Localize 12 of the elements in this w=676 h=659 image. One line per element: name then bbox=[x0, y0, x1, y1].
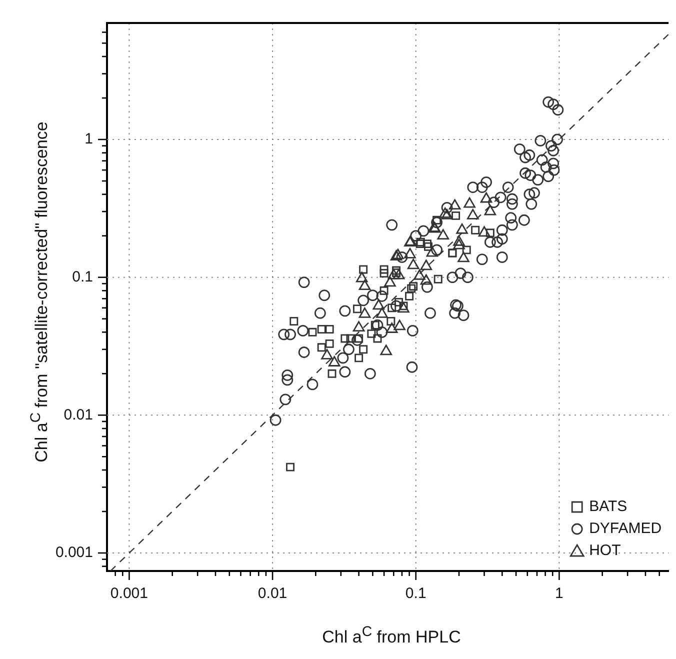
y-tick-label: 0.001 bbox=[55, 544, 93, 562]
x-tick-label: 0.1 bbox=[405, 585, 426, 602]
y-tick-label: 1 bbox=[84, 130, 93, 148]
x-tick-label: 0.01 bbox=[258, 585, 288, 602]
x-axis-title: Chl a$^{C}$ from HPLC bbox=[321, 624, 462, 648]
legend-label: BATS bbox=[589, 498, 628, 516]
y-tick-label: 0.1 bbox=[72, 268, 93, 286]
legend-label: HOT bbox=[589, 542, 621, 560]
y-tick-label: 0.01 bbox=[64, 406, 93, 424]
legend-label: DYFAMED bbox=[589, 520, 662, 538]
x-tick-label: 0.001 bbox=[110, 585, 148, 602]
x-tick-label: 1 bbox=[555, 585, 564, 602]
